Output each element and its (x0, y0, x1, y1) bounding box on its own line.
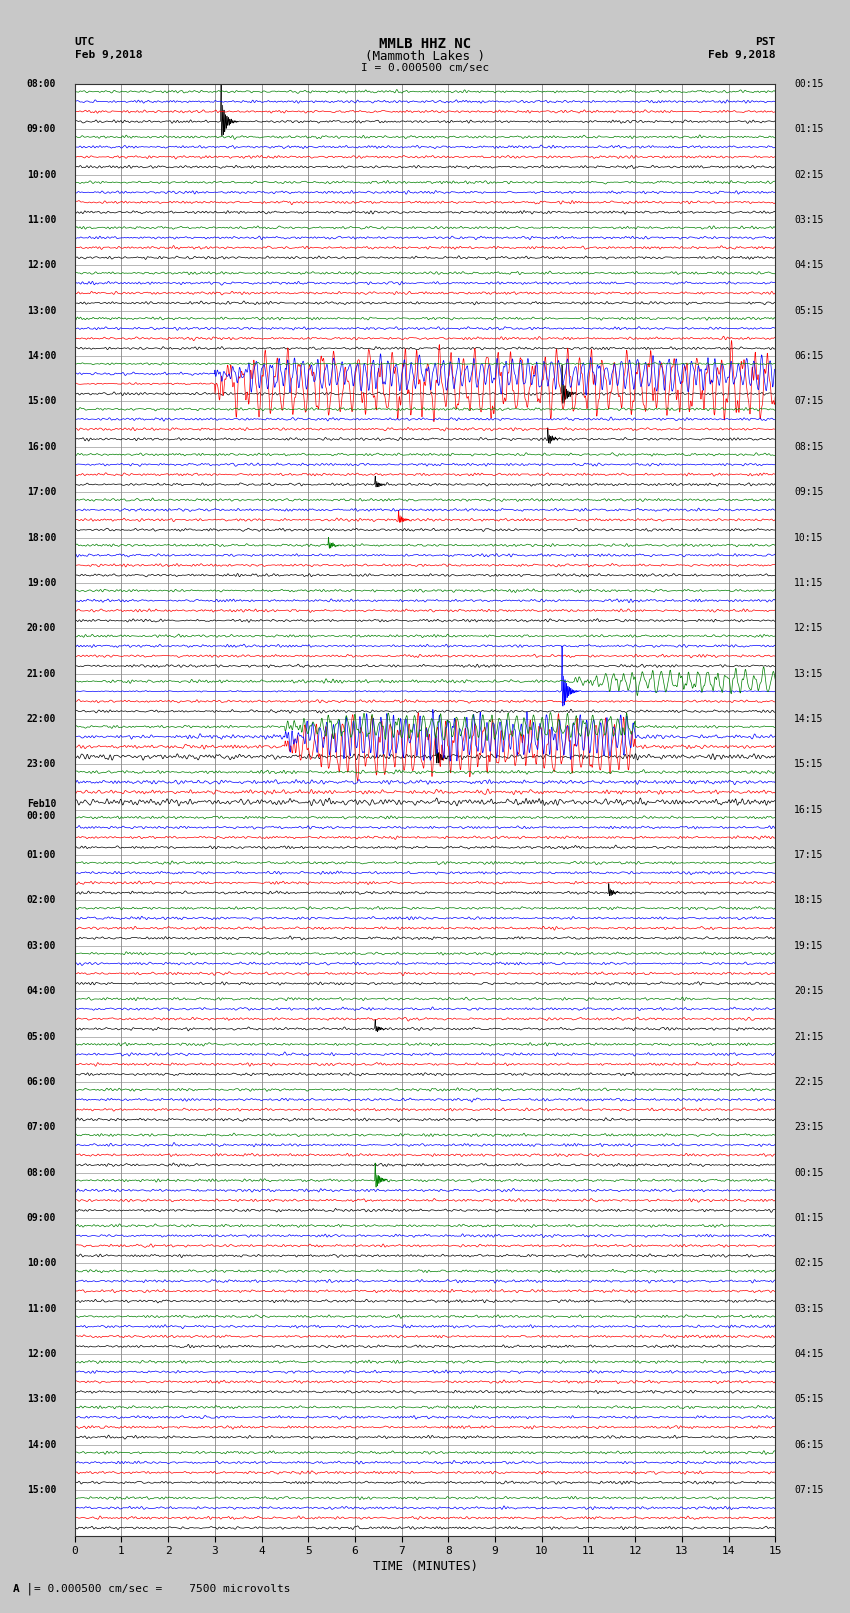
Text: 00:15: 00:15 (794, 1168, 824, 1177)
Text: MMLB HHZ NC: MMLB HHZ NC (379, 37, 471, 52)
Text: 06:15: 06:15 (794, 1440, 824, 1450)
Text: 05:15: 05:15 (794, 306, 824, 316)
Text: 23:15: 23:15 (794, 1123, 824, 1132)
Text: 19:15: 19:15 (794, 940, 824, 950)
Text: 09:00: 09:00 (26, 1213, 56, 1223)
Text: 20:00: 20:00 (26, 623, 56, 634)
Text: 07:00: 07:00 (26, 1123, 56, 1132)
Text: 11:15: 11:15 (794, 577, 824, 587)
Text: 14:15: 14:15 (794, 715, 824, 724)
Text: 11:00: 11:00 (26, 1303, 56, 1313)
Text: (Mammoth Lakes ): (Mammoth Lakes ) (365, 50, 485, 63)
Text: 03:15: 03:15 (794, 1303, 824, 1313)
Text: 15:15: 15:15 (794, 760, 824, 769)
Text: 18:15: 18:15 (794, 895, 824, 905)
Text: 02:00: 02:00 (26, 895, 56, 905)
Text: 20:15: 20:15 (794, 986, 824, 997)
Text: 03:15: 03:15 (794, 215, 824, 224)
Text: 04:15: 04:15 (794, 1348, 824, 1360)
Text: I = 0.000500 cm/sec: I = 0.000500 cm/sec (361, 63, 489, 73)
Text: 00:15: 00:15 (794, 79, 824, 89)
Text: 12:00: 12:00 (26, 260, 56, 271)
Text: 05:00: 05:00 (26, 1032, 56, 1042)
Text: 02:15: 02:15 (794, 1258, 824, 1268)
Text: 18:00: 18:00 (26, 532, 56, 542)
Text: 01:00: 01:00 (26, 850, 56, 860)
Text: 15:00: 15:00 (26, 397, 56, 406)
Text: 08:00: 08:00 (26, 1168, 56, 1177)
X-axis label: TIME (MINUTES): TIME (MINUTES) (372, 1560, 478, 1573)
Text: 01:15: 01:15 (794, 124, 824, 134)
Text: 02:15: 02:15 (794, 169, 824, 179)
Text: 05:15: 05:15 (794, 1395, 824, 1405)
Text: 06:00: 06:00 (26, 1077, 56, 1087)
Text: 11:00: 11:00 (26, 215, 56, 224)
Text: 17:15: 17:15 (794, 850, 824, 860)
Text: 13:00: 13:00 (26, 306, 56, 316)
Text: 13:15: 13:15 (794, 669, 824, 679)
Text: 08:00: 08:00 (26, 79, 56, 89)
Text: 08:15: 08:15 (794, 442, 824, 452)
Text: 06:15: 06:15 (794, 352, 824, 361)
Text: 07:15: 07:15 (794, 1486, 824, 1495)
Text: 22:15: 22:15 (794, 1077, 824, 1087)
Text: Feb 9,2018: Feb 9,2018 (75, 50, 142, 60)
Text: 03:00: 03:00 (26, 940, 56, 950)
Text: 15:00: 15:00 (26, 1486, 56, 1495)
Text: = 0.000500 cm/sec =    7500 microvolts: = 0.000500 cm/sec = 7500 microvolts (34, 1584, 291, 1594)
Text: 09:00: 09:00 (26, 124, 56, 134)
Text: 21:00: 21:00 (26, 669, 56, 679)
Text: 14:00: 14:00 (26, 352, 56, 361)
Text: 10:00: 10:00 (26, 169, 56, 179)
Text: Feb 9,2018: Feb 9,2018 (708, 50, 775, 60)
Text: 01:15: 01:15 (794, 1213, 824, 1223)
Text: Feb10
00:00: Feb10 00:00 (26, 798, 56, 821)
Text: 10:00: 10:00 (26, 1258, 56, 1268)
Text: 12:15: 12:15 (794, 623, 824, 634)
Text: 07:15: 07:15 (794, 397, 824, 406)
Text: 12:00: 12:00 (26, 1348, 56, 1360)
Text: 17:00: 17:00 (26, 487, 56, 497)
Text: 09:15: 09:15 (794, 487, 824, 497)
Text: 10:15: 10:15 (794, 532, 824, 542)
Text: 16:00: 16:00 (26, 442, 56, 452)
Text: A: A (13, 1584, 20, 1594)
Text: 14:00: 14:00 (26, 1440, 56, 1450)
Text: |: | (26, 1582, 33, 1595)
Text: 21:15: 21:15 (794, 1032, 824, 1042)
Text: 22:00: 22:00 (26, 715, 56, 724)
Text: 13:00: 13:00 (26, 1395, 56, 1405)
Text: 16:15: 16:15 (794, 805, 824, 815)
Text: 19:00: 19:00 (26, 577, 56, 587)
Text: UTC: UTC (75, 37, 95, 47)
Text: 04:15: 04:15 (794, 260, 824, 271)
Text: 23:00: 23:00 (26, 760, 56, 769)
Text: PST: PST (755, 37, 775, 47)
Text: 04:00: 04:00 (26, 986, 56, 997)
